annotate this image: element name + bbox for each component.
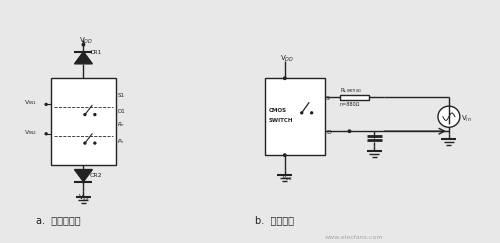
Bar (265, 78, 324, 155)
Circle shape (284, 77, 286, 79)
Circle shape (84, 142, 86, 144)
Text: n=880Ω: n=880Ω (340, 102, 360, 107)
Text: S: S (326, 96, 330, 101)
Text: D: D (326, 130, 331, 135)
Text: a.  二极管保护: a. 二极管保护 (36, 215, 81, 225)
Circle shape (348, 130, 350, 132)
Text: $P_n$: $P_n$ (117, 137, 124, 146)
Circle shape (438, 106, 460, 127)
Text: V$_{DD}$: V$_{DD}$ (80, 36, 94, 46)
Text: R$_{LIMITING}$: R$_{LIMITING}$ (340, 86, 362, 95)
Text: S1: S1 (117, 93, 124, 98)
Text: b.  限流保护: b. 限流保护 (255, 215, 294, 225)
Circle shape (84, 114, 86, 115)
Circle shape (284, 154, 286, 156)
Text: www.elecfans.com: www.elecfans.com (324, 235, 383, 240)
Text: V$_{in}$: V$_{in}$ (462, 113, 472, 124)
Text: CR1: CR1 (90, 50, 102, 55)
Text: CMOS: CMOS (269, 108, 287, 113)
Text: V$_{IN2}$: V$_{IN2}$ (24, 128, 37, 137)
Circle shape (300, 112, 302, 114)
Circle shape (45, 104, 47, 105)
Text: V$_{IN1}$: V$_{IN1}$ (24, 98, 37, 107)
Circle shape (310, 112, 312, 114)
Text: V$_{ss}$: V$_{ss}$ (78, 192, 90, 202)
Bar (340, 95, 370, 100)
Polygon shape (74, 52, 92, 64)
Circle shape (94, 142, 96, 144)
Text: $R_n$: $R_n$ (117, 120, 126, 129)
Polygon shape (74, 170, 92, 182)
Text: CR2: CR2 (90, 173, 102, 178)
Circle shape (82, 43, 84, 46)
Text: V$_{DD}$: V$_{DD}$ (280, 53, 294, 64)
Text: SWITCH: SWITCH (269, 118, 293, 122)
Circle shape (94, 114, 96, 115)
Circle shape (45, 133, 47, 135)
Text: V$_{ss}$: V$_{ss}$ (281, 173, 292, 183)
Text: D1: D1 (117, 109, 125, 114)
Bar (51, 78, 116, 165)
